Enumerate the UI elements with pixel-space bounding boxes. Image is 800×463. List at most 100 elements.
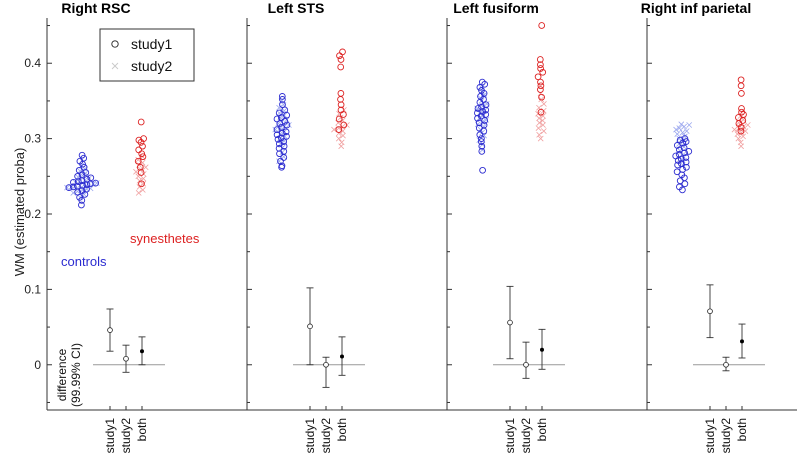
controls-study2-point bbox=[678, 121, 685, 128]
controls-study2-point bbox=[683, 128, 690, 134]
synesthetes-study1-point bbox=[537, 65, 544, 72]
controls-study1-point bbox=[674, 161, 681, 169]
controls-study1-point bbox=[74, 182, 81, 190]
synesthetes-study2-point bbox=[540, 128, 547, 134]
legend: study1 study2 bbox=[99, 28, 195, 82]
panel-title: Left fusiform bbox=[453, 0, 539, 16]
panel-1: 0 0.1 0.2 0.3 0.4 Right RSC study1 study2 both bbox=[24, 0, 165, 453]
controls-study1-point bbox=[278, 162, 286, 170]
synesthetes-study1-point bbox=[340, 121, 348, 129]
diff-mean-point bbox=[523, 361, 529, 368]
controls-study1-point bbox=[681, 135, 689, 142]
synesthetes-study1-point bbox=[138, 180, 145, 188]
synesthetes-study1-point bbox=[737, 123, 745, 131]
controls-study2-point bbox=[673, 126, 679, 133]
synesthetes-study1-point bbox=[537, 108, 545, 116]
synesthetes-study1-point bbox=[337, 106, 345, 114]
controls-study1-point bbox=[78, 187, 86, 194]
controls-study1-point bbox=[75, 166, 83, 174]
synesthetes-study2-point bbox=[335, 135, 342, 142]
synesthetes-study1-point bbox=[335, 115, 343, 123]
synesthetes-study2-point bbox=[538, 96, 545, 103]
y-axis-label: WM (estimated proba) bbox=[12, 148, 27, 277]
synesthetes-study2-point bbox=[540, 122, 546, 128]
controls-study1-point bbox=[283, 121, 291, 129]
controls-study1-point bbox=[682, 138, 690, 145]
synesthetes-study2-point bbox=[744, 122, 751, 128]
synesthetes-study2-point bbox=[335, 125, 342, 131]
diff-x-tick-label: study2 bbox=[119, 418, 133, 454]
diff-x-tick-label: study1 bbox=[503, 418, 517, 454]
synesthetes-study2-point bbox=[735, 135, 742, 142]
legend-box bbox=[99, 28, 195, 82]
controls-study2-point bbox=[676, 125, 683, 131]
synesthetes-group-label: synesthetes bbox=[130, 231, 200, 246]
synesthetes-study2-point bbox=[536, 115, 542, 122]
synesthetes-study2-point bbox=[536, 119, 543, 126]
synesthetes-study1-point bbox=[137, 169, 145, 176]
diff-mean-point bbox=[323, 361, 329, 368]
controls-study1-point bbox=[478, 135, 485, 142]
synesthetes-study1-point bbox=[536, 56, 544, 63]
controls-study2-point bbox=[674, 131, 681, 137]
controls-study1-point bbox=[92, 179, 99, 187]
diff-mean-point bbox=[140, 349, 144, 354]
synesthetes-study1-point bbox=[738, 105, 745, 112]
controls-study1-point bbox=[682, 158, 690, 166]
diff-mean-point bbox=[740, 339, 744, 344]
synesthetes-study2-point bbox=[740, 133, 746, 140]
controls-study1-point bbox=[278, 93, 286, 100]
synesthetes-study2-point bbox=[331, 126, 337, 133]
controls-study1-point bbox=[279, 96, 286, 103]
diff-x-tick-label: study1 bbox=[103, 418, 117, 454]
diff-x-tick-label: study2 bbox=[519, 418, 533, 454]
controls-study1-point bbox=[283, 133, 290, 140]
controls-study1-point bbox=[280, 148, 288, 155]
diff-x-tick-label: study2 bbox=[719, 418, 733, 454]
synesthetes-study1-point bbox=[537, 86, 544, 93]
controls-study1-point bbox=[83, 185, 90, 193]
synesthetes-study2-point bbox=[535, 125, 542, 131]
controls-study1-point bbox=[482, 101, 490, 109]
diff-mean-point bbox=[307, 323, 313, 330]
diff-x-tick-label: both bbox=[335, 418, 349, 441]
synesthetes-study1-point bbox=[737, 76, 745, 84]
synesthetes-study2-point bbox=[737, 139, 744, 146]
synesthetes-study1-point bbox=[337, 63, 345, 71]
difference-axis-label-line1: difference bbox=[55, 348, 69, 401]
diff-x-tick-label: both bbox=[735, 418, 749, 441]
panel-title: Right inf parietal bbox=[641, 0, 751, 16]
synesthetes-study1-point bbox=[337, 101, 345, 109]
synesthetes-study2-point bbox=[135, 173, 142, 180]
panel-4: Right inf parietal study1 study2 both bbox=[641, 0, 765, 453]
diff-x-tick-label: both bbox=[535, 418, 549, 441]
synesthetes-study1-point bbox=[337, 56, 345, 63]
controls-study1-point bbox=[676, 177, 684, 185]
controls-study1-point bbox=[278, 123, 285, 131]
synesthetes-study1-point bbox=[134, 157, 142, 165]
controls-study1-point bbox=[275, 109, 283, 117]
controls-study1-point bbox=[277, 157, 284, 165]
controls-study1-point bbox=[476, 84, 484, 91]
synesthetes-study1-point bbox=[136, 163, 144, 171]
controls-study1-point bbox=[477, 138, 485, 145]
diff-mean-point bbox=[707, 308, 713, 315]
controls-study1-point bbox=[80, 163, 88, 171]
synesthetes-study2-point bbox=[540, 113, 546, 119]
controls-study2-point bbox=[93, 180, 100, 186]
panel-3: Left fusiform study1 study2 both bbox=[446, 0, 565, 454]
controls-study1-point bbox=[74, 172, 81, 180]
panel-2: Left STS study1 study2 both bbox=[246, 0, 365, 453]
synesthetes-study1-point bbox=[738, 108, 745, 116]
synesthetes-study1-point bbox=[740, 111, 747, 118]
difference-axis-label-line2: (99.99% CI) bbox=[69, 343, 83, 407]
controls-study1-point bbox=[673, 168, 681, 176]
legend-study1-marker bbox=[111, 40, 119, 48]
panel-title: Left STS bbox=[268, 0, 325, 16]
controls-study1-point bbox=[87, 174, 95, 182]
controls-study1-point bbox=[70, 178, 77, 186]
controls-study2-point bbox=[681, 133, 688, 140]
controls-study1-point bbox=[281, 117, 289, 125]
controls-group-label: controls bbox=[61, 254, 107, 269]
